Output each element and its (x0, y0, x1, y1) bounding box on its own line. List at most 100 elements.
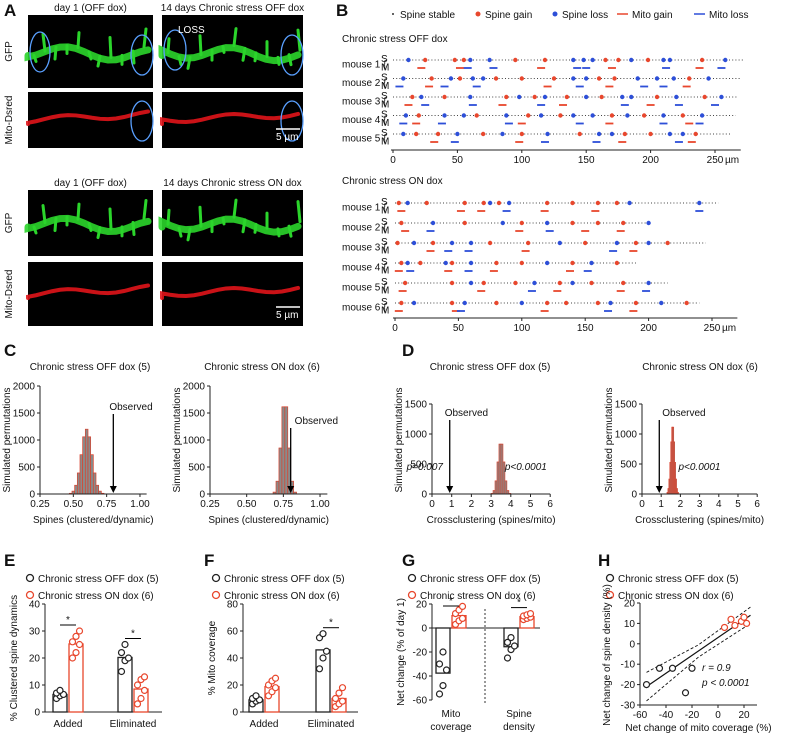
legend-marker (475, 11, 481, 17)
spine-gain (474, 113, 479, 118)
spine-loss (442, 113, 447, 118)
data-point (56, 686, 64, 695)
highlight-circle (29, 31, 51, 73)
group-title: Chronic stress ON dox (342, 176, 443, 187)
y-tick-label: 20 (227, 681, 239, 692)
y-tick-label: 0 (421, 490, 427, 501)
dendrite (24, 214, 152, 236)
spine-loss (468, 240, 474, 246)
spine-loss (419, 94, 424, 100)
spine (253, 51, 258, 63)
spine-gain (621, 220, 626, 226)
y-tick-label: 20 (416, 600, 428, 611)
spine-loss (544, 260, 550, 266)
spine-loss (468, 57, 473, 63)
spine-gain (494, 260, 499, 266)
highlight-circle (280, 100, 304, 142)
mouse-label: mouse 1 { (342, 203, 387, 214)
row-label: M (381, 100, 389, 111)
row-label: M (381, 266, 389, 277)
spine-loss (487, 200, 493, 206)
spine-loss (699, 113, 705, 118)
observed-arrowhead (109, 486, 117, 493)
spine-loss (411, 240, 417, 246)
spine-gain (399, 300, 404, 306)
legend-label: Chronic stress ON dox (6) (420, 591, 536, 602)
scale-label: 5 µm (276, 310, 298, 321)
spine-gain (418, 260, 423, 266)
x-tick-label: -40 (659, 710, 674, 721)
spine-gain (542, 57, 548, 63)
axis-unit: µm (722, 323, 736, 334)
spine-gain (612, 76, 617, 81)
x-tick-label: 0 (429, 499, 435, 510)
x-tick-label: 150 (578, 155, 595, 166)
mouse-label: mouse 5 { (342, 283, 387, 294)
panel-label: A (4, 1, 16, 20)
data-point (315, 665, 324, 673)
image-title: 14 days Chronic stress OFF dox (161, 3, 304, 14)
histogram-bar (275, 480, 280, 495)
spine-loss (706, 76, 711, 81)
spine-gain (532, 94, 537, 100)
significance-mark: * (517, 598, 521, 609)
y-tick-label: 1500 (183, 409, 206, 420)
spine-gain (645, 57, 651, 63)
plot-title: Chronic stress ON dox (6) (204, 362, 320, 373)
spine-gain (395, 240, 400, 246)
spine (296, 200, 302, 224)
spine-loss (581, 57, 586, 63)
row-label: GFP (4, 41, 15, 62)
x-tick-label: 3 (697, 499, 703, 510)
spine-loss (590, 57, 595, 63)
dendrite (160, 111, 300, 126)
spine-loss (468, 280, 474, 286)
spine-gain (416, 113, 421, 118)
spine-gain (457, 76, 463, 81)
spine (287, 224, 293, 238)
row-label: M (381, 63, 389, 74)
spine-loss (455, 131, 460, 137)
panel-label: C (4, 341, 16, 360)
image-title: day 1 (OFF dox) (54, 178, 127, 189)
spine (221, 44, 226, 54)
x-tick-label: 1 (658, 499, 664, 510)
row-label: M (381, 226, 389, 237)
highlight-circle (280, 34, 304, 76)
plot-title: Chronic stress OFF dox (5) (30, 362, 151, 373)
spine-gain (557, 280, 563, 286)
row-label: M (381, 137, 389, 148)
spine-gain (633, 240, 639, 246)
spine (32, 225, 38, 235)
spine-gain (519, 260, 524, 266)
spine-gain (544, 300, 550, 306)
x-tick-label: 0.75 (274, 499, 294, 510)
data-point (140, 673, 149, 681)
y-tick-label: 0 (421, 624, 427, 635)
legend-label: Chronic stress ON dox (6) (224, 591, 340, 602)
category-label: Mito (442, 709, 461, 720)
spine-gain (589, 280, 594, 286)
data-point (319, 630, 327, 638)
spine-gain (525, 240, 531, 246)
spine-loss (719, 94, 724, 100)
data-point (117, 667, 126, 676)
histogram-bar (84, 428, 89, 495)
mouse-label: mouse 5 { (342, 134, 387, 145)
panel-label: G (402, 551, 415, 570)
spine-loss (470, 76, 476, 81)
mouse-label: mouse 2 { (342, 78, 387, 89)
spine-loss (659, 300, 664, 306)
data-point (322, 647, 331, 655)
x-tick-label: 250 (707, 155, 724, 166)
y-tick-label: -20 (413, 648, 428, 659)
x-tick-label: 2 (678, 499, 684, 510)
x-axis-label: Net change of mito coverage (%) (625, 723, 771, 734)
group-title: Chronic stress OFF dox (342, 34, 448, 45)
spine-loss (654, 76, 660, 81)
data-point (72, 632, 80, 641)
spine-gain (442, 94, 447, 100)
mouse-label: mouse 2 { (342, 223, 387, 234)
spine (53, 45, 58, 61)
